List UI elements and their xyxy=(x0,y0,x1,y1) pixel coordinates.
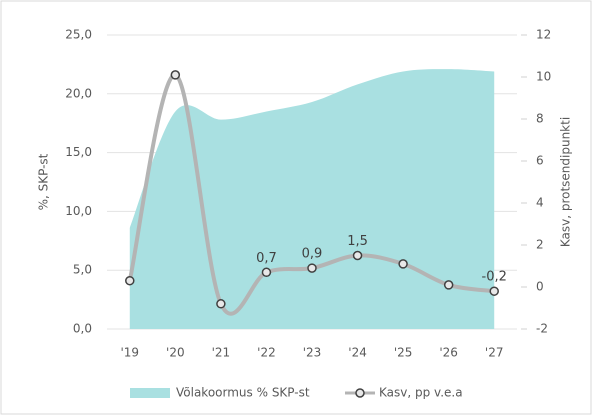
marker xyxy=(261,267,272,278)
y2-tick-label: 0 xyxy=(536,280,544,294)
y-tick-label: 10,0 xyxy=(65,204,92,218)
y-tick-label: 15,0 xyxy=(65,145,92,159)
data-label: 1,5 xyxy=(347,234,368,249)
legend-label: Kasv, pp v.e.a xyxy=(379,386,463,400)
y2-tick-label: 4 xyxy=(536,196,544,210)
marker xyxy=(443,280,454,290)
y2-tick-label: 6 xyxy=(536,154,544,168)
marker xyxy=(352,250,363,261)
y-tick-label: 0,0 xyxy=(73,322,92,336)
x-tick-label: '26 xyxy=(439,346,458,360)
x-tick-label: '22 xyxy=(257,346,276,360)
y2-tick-label: 12 xyxy=(536,28,551,42)
marker xyxy=(170,70,181,80)
legend-swatch xyxy=(130,388,170,398)
y2-axis-title: Kasv, protsendipunkti xyxy=(559,117,573,247)
marker xyxy=(307,263,317,273)
data-label: 0,7 xyxy=(256,251,277,266)
x-tick-label: '25 xyxy=(394,346,413,360)
y2-tick-label: 10 xyxy=(536,70,551,84)
x-tick-label: '19 xyxy=(120,346,139,360)
legend-label: Võlakoormus % SKP-st xyxy=(176,386,310,400)
x-tick-label: '21 xyxy=(212,346,231,360)
legend-marker xyxy=(355,388,365,398)
marker xyxy=(398,259,408,269)
y-axis-title: %, SKP-st xyxy=(37,153,51,210)
marker xyxy=(216,299,226,309)
area xyxy=(129,69,495,329)
x-tick-label: '27 xyxy=(485,346,504,360)
data-label: -0,2 xyxy=(482,270,507,285)
x-tick-label: '20 xyxy=(166,346,185,360)
y-tick-label: 20,0 xyxy=(65,86,92,100)
marker xyxy=(489,286,499,296)
y2-tick-label: -2 xyxy=(536,322,548,336)
x-tick-label: '24 xyxy=(348,346,367,360)
y2-tick-label: 2 xyxy=(536,238,544,252)
y-tick-label: 5,0 xyxy=(73,263,92,277)
y-tick-label: 25,0 xyxy=(65,28,92,42)
marker xyxy=(125,275,135,286)
x-tick-label: '23 xyxy=(303,346,322,360)
y2-tick-label: 8 xyxy=(536,112,544,126)
data-label: 0,9 xyxy=(302,247,323,262)
